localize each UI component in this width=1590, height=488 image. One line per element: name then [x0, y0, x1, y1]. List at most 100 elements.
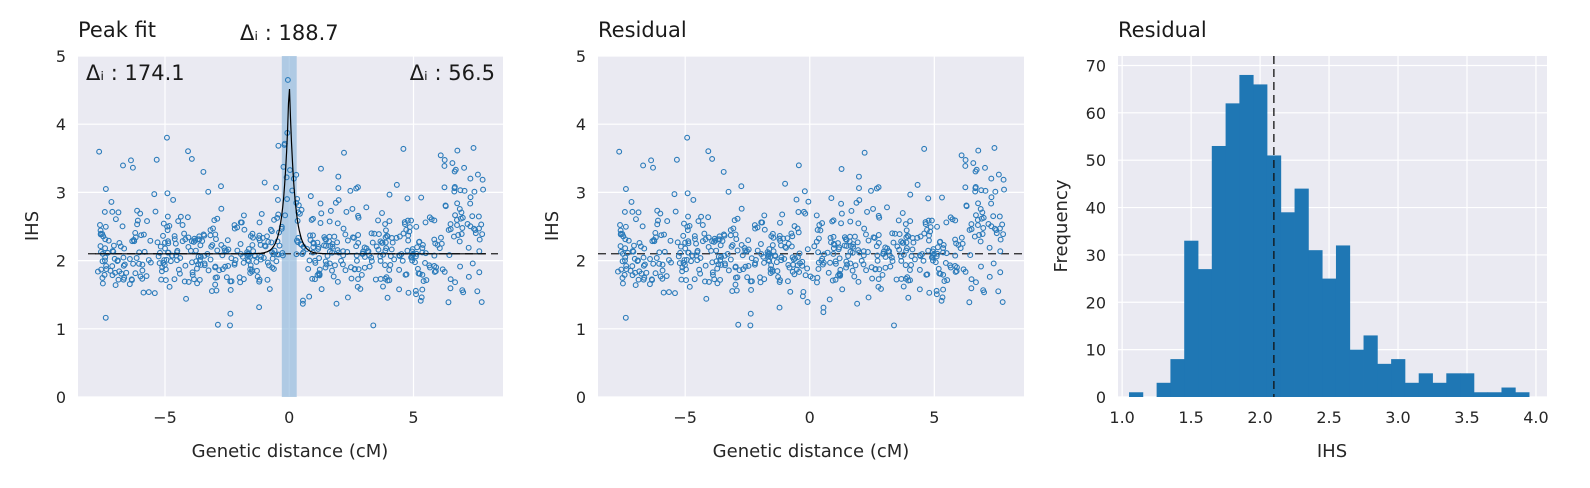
data-point — [709, 269, 716, 276]
data-point — [143, 273, 150, 280]
data-point — [671, 191, 678, 198]
data-point — [818, 257, 825, 264]
data-point — [218, 183, 224, 190]
data-point — [986, 273, 993, 280]
data-point — [355, 214, 362, 221]
data-point — [879, 271, 886, 278]
y-tick-label: 5 — [576, 47, 586, 66]
data-point — [315, 245, 322, 252]
data-point — [921, 145, 928, 152]
data-point — [900, 283, 907, 290]
data-point — [139, 275, 146, 282]
y-tick-label: 10 — [1086, 341, 1106, 360]
data-point — [685, 213, 691, 220]
data-point — [240, 259, 247, 266]
data-point — [335, 197, 342, 204]
data-point — [343, 208, 350, 215]
data-point — [223, 274, 230, 281]
data-point — [428, 216, 435, 223]
data-point — [207, 256, 214, 263]
data-point — [120, 254, 127, 261]
data-point — [848, 207, 855, 214]
data-point — [799, 262, 806, 269]
data-point — [779, 211, 786, 218]
data-point — [412, 287, 419, 294]
data-point — [943, 250, 950, 257]
data-point — [738, 205, 745, 212]
data-point — [110, 242, 117, 249]
data-point — [656, 260, 663, 267]
data-point — [249, 242, 256, 248]
data-point — [158, 276, 165, 283]
data-point — [368, 230, 375, 237]
data-point — [454, 200, 461, 207]
data-point — [214, 247, 221, 254]
data-point — [863, 231, 869, 238]
data-point — [868, 187, 874, 194]
data-point — [353, 185, 360, 192]
data-point — [717, 242, 724, 249]
data-point — [734, 215, 741, 222]
data-point — [96, 148, 103, 155]
data-point — [452, 279, 459, 286]
data-point — [211, 217, 218, 224]
data-point — [638, 270, 645, 277]
tick-labels: −5 0 5 0 1 2 3 4 5 — [576, 47, 940, 427]
histogram-bar — [1129, 392, 1144, 397]
data-point — [458, 209, 465, 216]
data-point — [436, 245, 443, 252]
data-point — [396, 233, 403, 240]
data-point — [145, 289, 152, 296]
data-point — [829, 218, 836, 225]
data-point — [765, 257, 772, 263]
data-point — [781, 255, 788, 262]
data-point — [355, 276, 361, 282]
data-point — [470, 144, 477, 151]
data-point — [659, 267, 666, 274]
data-point — [405, 289, 412, 296]
data-point — [736, 267, 743, 274]
data-point — [221, 245, 228, 251]
data-point — [996, 213, 1003, 220]
data-point — [469, 260, 476, 267]
data-point — [814, 226, 821, 233]
data-point — [112, 216, 119, 223]
y-tick-label: 3 — [576, 183, 586, 202]
fit-curve-path — [95, 88, 486, 255]
data-point — [863, 267, 870, 274]
data-point — [234, 247, 241, 254]
y-tick-label: 40 — [1086, 199, 1106, 218]
data-point — [382, 234, 389, 241]
data-point — [782, 180, 789, 187]
data-point — [115, 276, 122, 283]
histogram-bar — [1253, 84, 1268, 398]
data-point — [109, 208, 116, 215]
data-point — [409, 252, 416, 259]
data-point — [920, 257, 927, 264]
data-point — [864, 208, 871, 215]
data-point — [617, 222, 623, 228]
data-point — [306, 293, 313, 300]
data-point — [896, 231, 903, 238]
data-point — [318, 210, 325, 217]
data-point — [640, 162, 647, 169]
data-point — [666, 289, 672, 296]
histogram-bar — [1460, 373, 1475, 397]
data-point — [715, 261, 722, 268]
data-point — [813, 212, 820, 219]
data-point — [179, 222, 186, 228]
data-point — [720, 168, 727, 175]
y-axis-label: IHS — [22, 211, 43, 241]
data-point — [231, 260, 238, 267]
data-point — [738, 241, 745, 248]
data-point — [813, 238, 820, 245]
data-point — [905, 294, 912, 301]
data-point — [273, 184, 280, 191]
histogram-bar — [1239, 74, 1254, 397]
data-point — [256, 278, 263, 285]
data-point — [702, 236, 709, 243]
data-point — [681, 220, 687, 227]
data-point — [375, 231, 382, 238]
panel-peak-fit: −5 0 5 0 1 2 3 4 5 Peak fit Genetic distance (cM… — [22, 18, 503, 462]
data-point — [870, 205, 876, 212]
